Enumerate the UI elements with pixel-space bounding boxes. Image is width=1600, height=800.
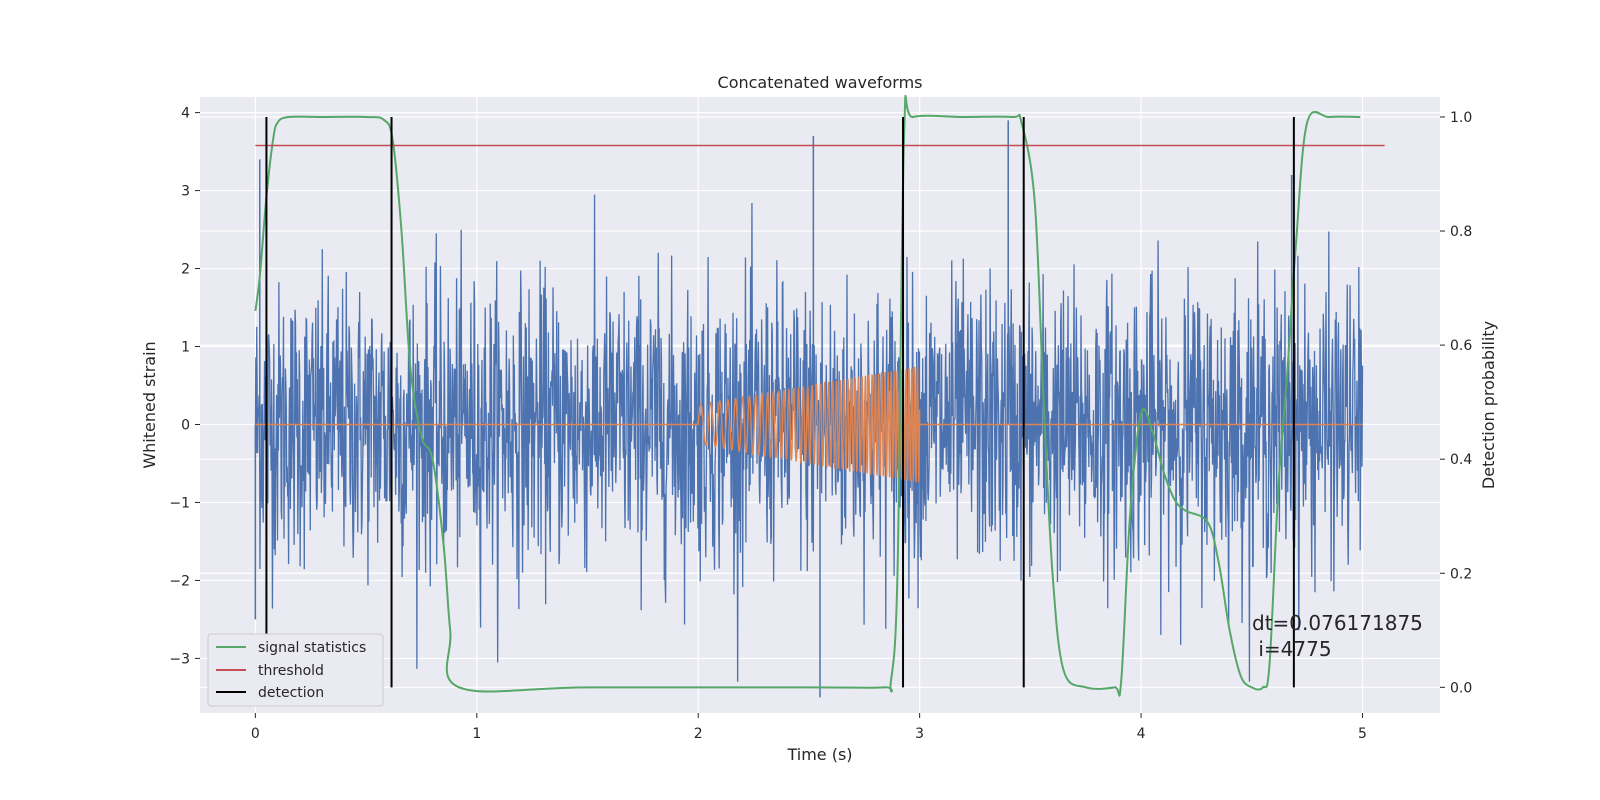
y-tick-label: 0	[181, 417, 190, 433]
legend-label-signal-statistics: signal statistics	[258, 640, 366, 656]
legend: signal statistics threshold detection	[208, 634, 383, 706]
y-tick-label: 4	[181, 106, 190, 122]
x-tick-label: 4	[1137, 726, 1146, 742]
y2-tick-label: 0.0	[1450, 680, 1472, 696]
x-tick-label: 0	[251, 726, 260, 742]
y2-tick-label: 0.4	[1450, 452, 1472, 468]
legend-label-threshold: threshold	[258, 663, 324, 679]
y-tick-label: −1	[169, 495, 190, 511]
y-tick-label: 1	[181, 340, 190, 356]
x-tick-label: 5	[1358, 726, 1367, 742]
y-tick-label: −2	[169, 573, 190, 589]
y2-axis-label: Detection probability	[1479, 321, 1498, 489]
x-tick-label: 3	[915, 726, 924, 742]
y2-tick-label: 1.0	[1450, 110, 1472, 126]
x-axis-label: Time (s)	[786, 745, 852, 764]
chart-title: Concatenated waveforms	[718, 73, 923, 92]
annotation-i: i=4775	[1252, 637, 1332, 661]
y2-tick-label: 0.6	[1450, 338, 1472, 354]
chart: 0 1 2 3 4 5 −3 −2 −1 0 1 2 3 4 0.0 0.2 0.4 0.6 0.8 1.0 Conc…	[0, 0, 1600, 800]
x-tick-label: 2	[694, 726, 703, 742]
annotation-dt: dt=0.076171875	[1252, 611, 1423, 635]
y-axis-label: Whitened strain	[140, 341, 159, 468]
y2-tick-label: 0.8	[1450, 224, 1472, 240]
x-tick-label: 1	[472, 726, 481, 742]
legend-label-detection: detection	[258, 685, 324, 701]
y2-tick-label: 0.2	[1450, 566, 1472, 582]
y-tick-label: 3	[181, 184, 190, 200]
y-tick-label: −3	[169, 651, 190, 667]
y-tick-label: 2	[181, 262, 190, 278]
